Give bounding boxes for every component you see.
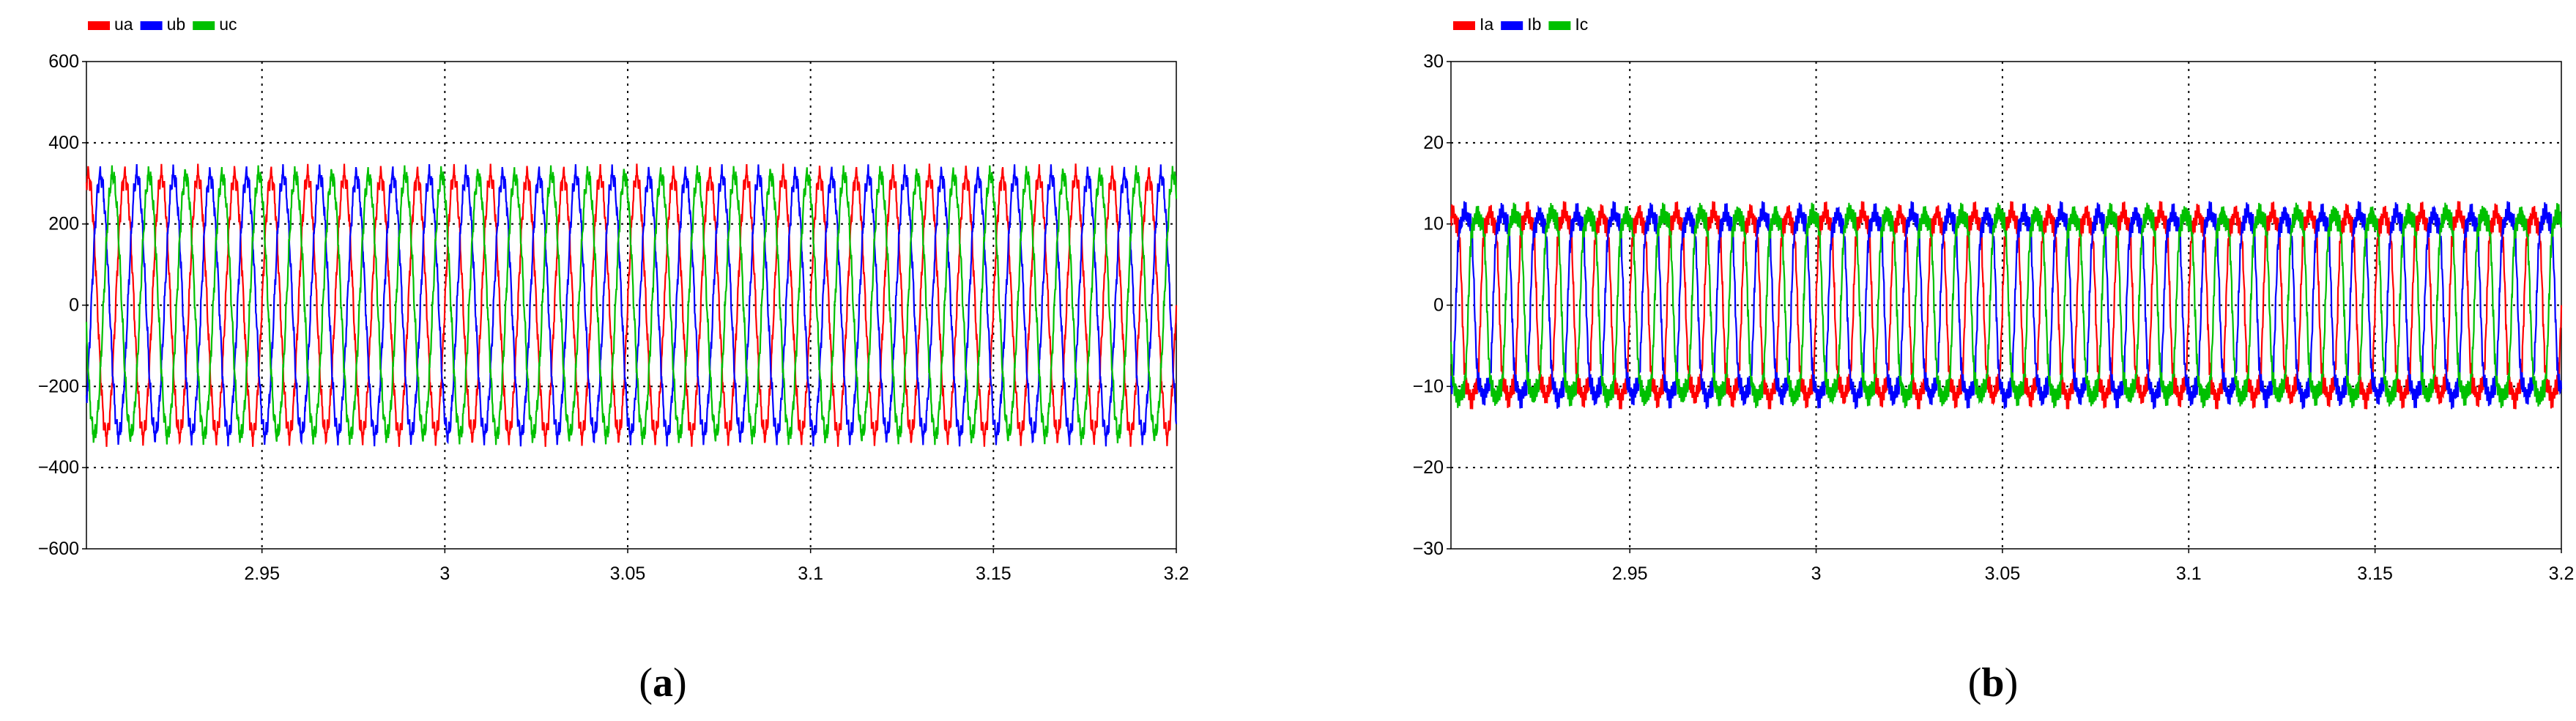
legend-label-ic: Ic — [1575, 15, 1588, 34]
y-tick-label: −600 — [38, 539, 79, 559]
legend-a: ua ub uc — [88, 15, 237, 34]
x-tick-label: 3.05 — [1985, 563, 2021, 584]
x-tick-label: 2.95 — [244, 563, 280, 584]
y-tick-label: −20 — [1413, 457, 1444, 478]
legend-swatch-ia — [1453, 21, 1475, 30]
legend-swatch-uc — [193, 21, 215, 30]
y-tick-label: 600 — [48, 51, 79, 72]
y-tick-label: 400 — [48, 133, 79, 153]
series-line-ub — [85, 163, 1178, 447]
chart-panel-a: ua ub uc 600 400 200 0 −200 −400 −600 2.95 3 3.05 3.… — [38, 15, 1189, 706]
legend-label-ua: ua — [114, 15, 133, 34]
series-line-ia — [1450, 201, 2563, 410]
axes-a: 600 400 200 0 −200 −400 −600 2.95 3 3.05 3.1 3.15 3.… — [38, 51, 1189, 584]
legend-b: Ia Ib Ic — [1453, 15, 1588, 34]
series-line-ic — [1450, 202, 2563, 408]
legend-label-ia: Ia — [1480, 15, 1493, 34]
y-tick-label: 0 — [69, 295, 79, 316]
axes-b: 30 20 10 0 −10 −20 −30 2.95 3 3.05 3.1 3.15 3.2 — [1413, 51, 2575, 584]
series-a — [85, 163, 1178, 447]
x-tick-label: 2.95 — [1612, 563, 1648, 584]
y-tick-label: 10 — [1423, 214, 1444, 234]
series-line-ib — [1450, 201, 2563, 410]
x-tick-label: 3.15 — [976, 563, 1012, 584]
x-tick-label: 3 — [439, 563, 450, 584]
y-tick-label: −30 — [1413, 539, 1444, 559]
y-tick-label: 200 — [48, 214, 79, 234]
legend-swatch-ua — [88, 21, 110, 30]
legend-label-ib: Ib — [1527, 15, 1541, 34]
x-tick-label: 3.05 — [610, 563, 646, 584]
series-line-ua — [85, 163, 1178, 447]
x-tick-label: 3.2 — [2549, 563, 2575, 584]
x-tick-label: 3.2 — [1164, 563, 1189, 584]
y-tick-label: −10 — [1413, 376, 1444, 396]
x-tick-label: 3.1 — [798, 563, 823, 584]
y-tick-label: −400 — [38, 457, 79, 478]
x-tick-label: 3.1 — [2176, 563, 2202, 584]
legend-swatch-ib — [1501, 21, 1523, 30]
legend-label-ub: ub — [167, 15, 186, 34]
y-tick-label: 0 — [1433, 295, 1444, 316]
y-tick-label: 30 — [1423, 51, 1444, 72]
x-tick-label: 3 — [1811, 563, 1822, 584]
x-tick-label: 3.15 — [2357, 563, 2393, 584]
series-line-uc — [85, 165, 1178, 445]
caption-a: (a) — [639, 660, 686, 706]
legend-swatch-ic — [1548, 21, 1571, 30]
y-tick-label: −200 — [38, 376, 79, 396]
legend-label-uc: uc — [219, 15, 237, 34]
caption-b: (b) — [1968, 660, 2018, 706]
series-b — [1450, 201, 2563, 410]
legend-swatch-ub — [140, 21, 163, 30]
y-tick-label: 20 — [1423, 133, 1444, 153]
